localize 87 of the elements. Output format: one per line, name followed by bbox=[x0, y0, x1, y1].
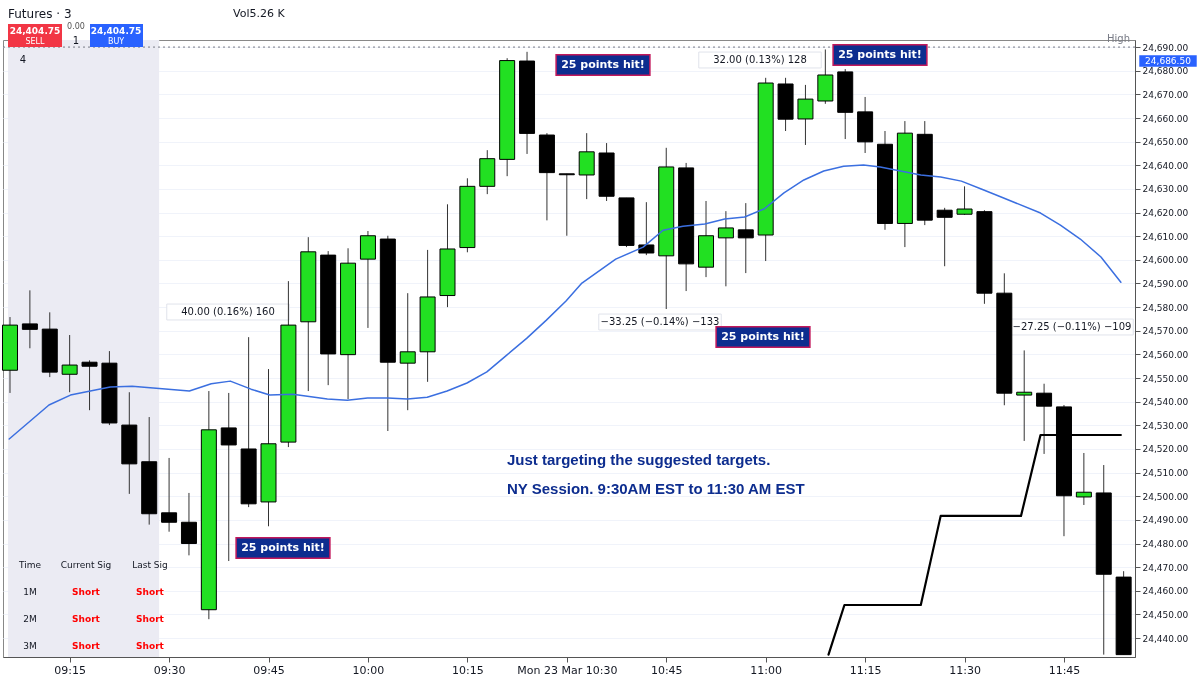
candlestick bbox=[359, 230, 376, 329]
annotation: NY Session. 9:30AM EST to 11:30 AM EST bbox=[507, 480, 805, 497]
candlestick bbox=[638, 201, 655, 256]
annotation: −33.25 (−0.14%) −133 bbox=[600, 316, 720, 327]
text: 24,404.75 bbox=[9, 26, 61, 36]
x-tick-label: 11:15 bbox=[849, 663, 882, 677]
candlestick bbox=[161, 457, 178, 533]
y-tick-label: 24,600.00 bbox=[1142, 255, 1189, 266]
y-tick-label: 24,510.00 bbox=[1142, 468, 1189, 479]
candlestick bbox=[558, 173, 575, 237]
candlestick bbox=[737, 202, 754, 274]
y-tick-label: 24,530.00 bbox=[1142, 420, 1189, 431]
annotation: Last Sig bbox=[132, 560, 168, 570]
y-tick-label: 24,450.00 bbox=[1142, 609, 1189, 620]
text: 24,404.75 bbox=[90, 26, 142, 36]
x-tick-label: 11:45 bbox=[1048, 663, 1081, 677]
annotation: Just targeting the suggested targets. bbox=[507, 451, 771, 468]
x-tick-label: 10:45 bbox=[650, 663, 683, 677]
x-tick-label: 10:15 bbox=[452, 663, 484, 677]
y-tick-label: 24,670.00 bbox=[1142, 89, 1189, 100]
annotation: 25 points hit! bbox=[241, 541, 325, 554]
annotation: Short bbox=[72, 641, 101, 651]
y-tick-label: 24,550.00 bbox=[1142, 373, 1189, 384]
candlestick bbox=[956, 185, 973, 216]
annotation: BUY bbox=[107, 37, 125, 46]
x-tick-label: 11:30 bbox=[949, 663, 981, 677]
candlestick bbox=[21, 289, 38, 349]
candlestick bbox=[578, 132, 595, 200]
x-tick-label: Mon 23 Mar 10:30 bbox=[517, 663, 618, 677]
x-tick-label: 09:45 bbox=[253, 663, 285, 677]
candlestick bbox=[717, 210, 734, 287]
y-tick-label: 24,660.00 bbox=[1142, 113, 1189, 124]
y-tick-label: 24,500.00 bbox=[1142, 491, 1189, 502]
y-tick-label: 24,540.00 bbox=[1142, 397, 1189, 408]
y-tick-label: 24,690.00 bbox=[1142, 42, 1189, 53]
y-tick-label: 24,470.00 bbox=[1142, 562, 1189, 573]
annotation: 25 points hit! bbox=[561, 58, 645, 71]
text: 0.00 bbox=[67, 22, 85, 31]
y-tick-label: 24,560.00 bbox=[1142, 349, 1189, 360]
annotation: 4 bbox=[19, 54, 27, 65]
candlestick bbox=[61, 334, 78, 393]
y-tick-label: 24,610.00 bbox=[1142, 231, 1189, 242]
text: Vol5.26 K bbox=[233, 7, 286, 20]
candlestick bbox=[81, 359, 98, 411]
annotation: Short bbox=[136, 614, 165, 624]
text: 24,686.50 bbox=[1145, 56, 1192, 66]
y-tick-label: 24,650.00 bbox=[1142, 137, 1189, 148]
y-tick-label: 24,520.00 bbox=[1142, 444, 1189, 455]
y-tick-label: 24,620.00 bbox=[1142, 208, 1189, 219]
candlestick bbox=[1016, 349, 1033, 442]
chart-title: Futures · 3 bbox=[8, 7, 72, 21]
annotation: 25 points hit! bbox=[838, 48, 922, 61]
y-tick-label: 24,490.00 bbox=[1142, 515, 1189, 526]
y-tick-label: 24,590.00 bbox=[1142, 278, 1189, 289]
candlestick bbox=[399, 292, 416, 411]
annotation: Time bbox=[17, 560, 42, 570]
candlestick bbox=[1075, 452, 1092, 506]
annotation: Short bbox=[72, 587, 101, 597]
x-tick-label: 10:00 bbox=[352, 663, 385, 677]
y-tick-label: 24,640.00 bbox=[1142, 160, 1189, 171]
annotation: 25 points hit! bbox=[721, 330, 805, 343]
annotation: 3M bbox=[23, 641, 37, 651]
annotation: Short bbox=[72, 614, 101, 624]
annotation: 32.00 (0.13%) 128 bbox=[713, 54, 807, 65]
candlestick bbox=[936, 207, 953, 267]
annotation: 40.00 (0.16%) 160 bbox=[181, 306, 275, 317]
annotation: Short bbox=[136, 641, 165, 651]
candlestick bbox=[797, 84, 814, 146]
y-tick-label: 24,680.00 bbox=[1142, 66, 1189, 77]
annotation: 2M bbox=[23, 614, 37, 624]
annotation: 1M bbox=[23, 587, 37, 597]
annotation: Current Sig bbox=[60, 560, 112, 570]
y-tick-label: 24,570.00 bbox=[1142, 326, 1189, 337]
annotation: Short bbox=[136, 587, 165, 597]
annotation: −27.25 (−0.11%) −109 bbox=[1012, 321, 1132, 332]
x-tick-label: 09:15 bbox=[54, 663, 86, 677]
y-tick-label: 24,480.00 bbox=[1142, 539, 1189, 550]
y-tick-label: 24,460.00 bbox=[1142, 586, 1189, 597]
x-tick-label: 09:30 bbox=[153, 663, 186, 677]
annotation: SELL bbox=[25, 37, 46, 46]
x-tick-label: 11:00 bbox=[750, 663, 783, 677]
annotation: 1 bbox=[72, 35, 80, 46]
candlestick bbox=[220, 392, 237, 562]
y-tick-label: 24,580.00 bbox=[1142, 302, 1189, 313]
y-tick-label: 24,630.00 bbox=[1142, 184, 1189, 195]
candlestick bbox=[180, 492, 197, 556]
y-tick-label: 24,440.00 bbox=[1142, 633, 1189, 644]
